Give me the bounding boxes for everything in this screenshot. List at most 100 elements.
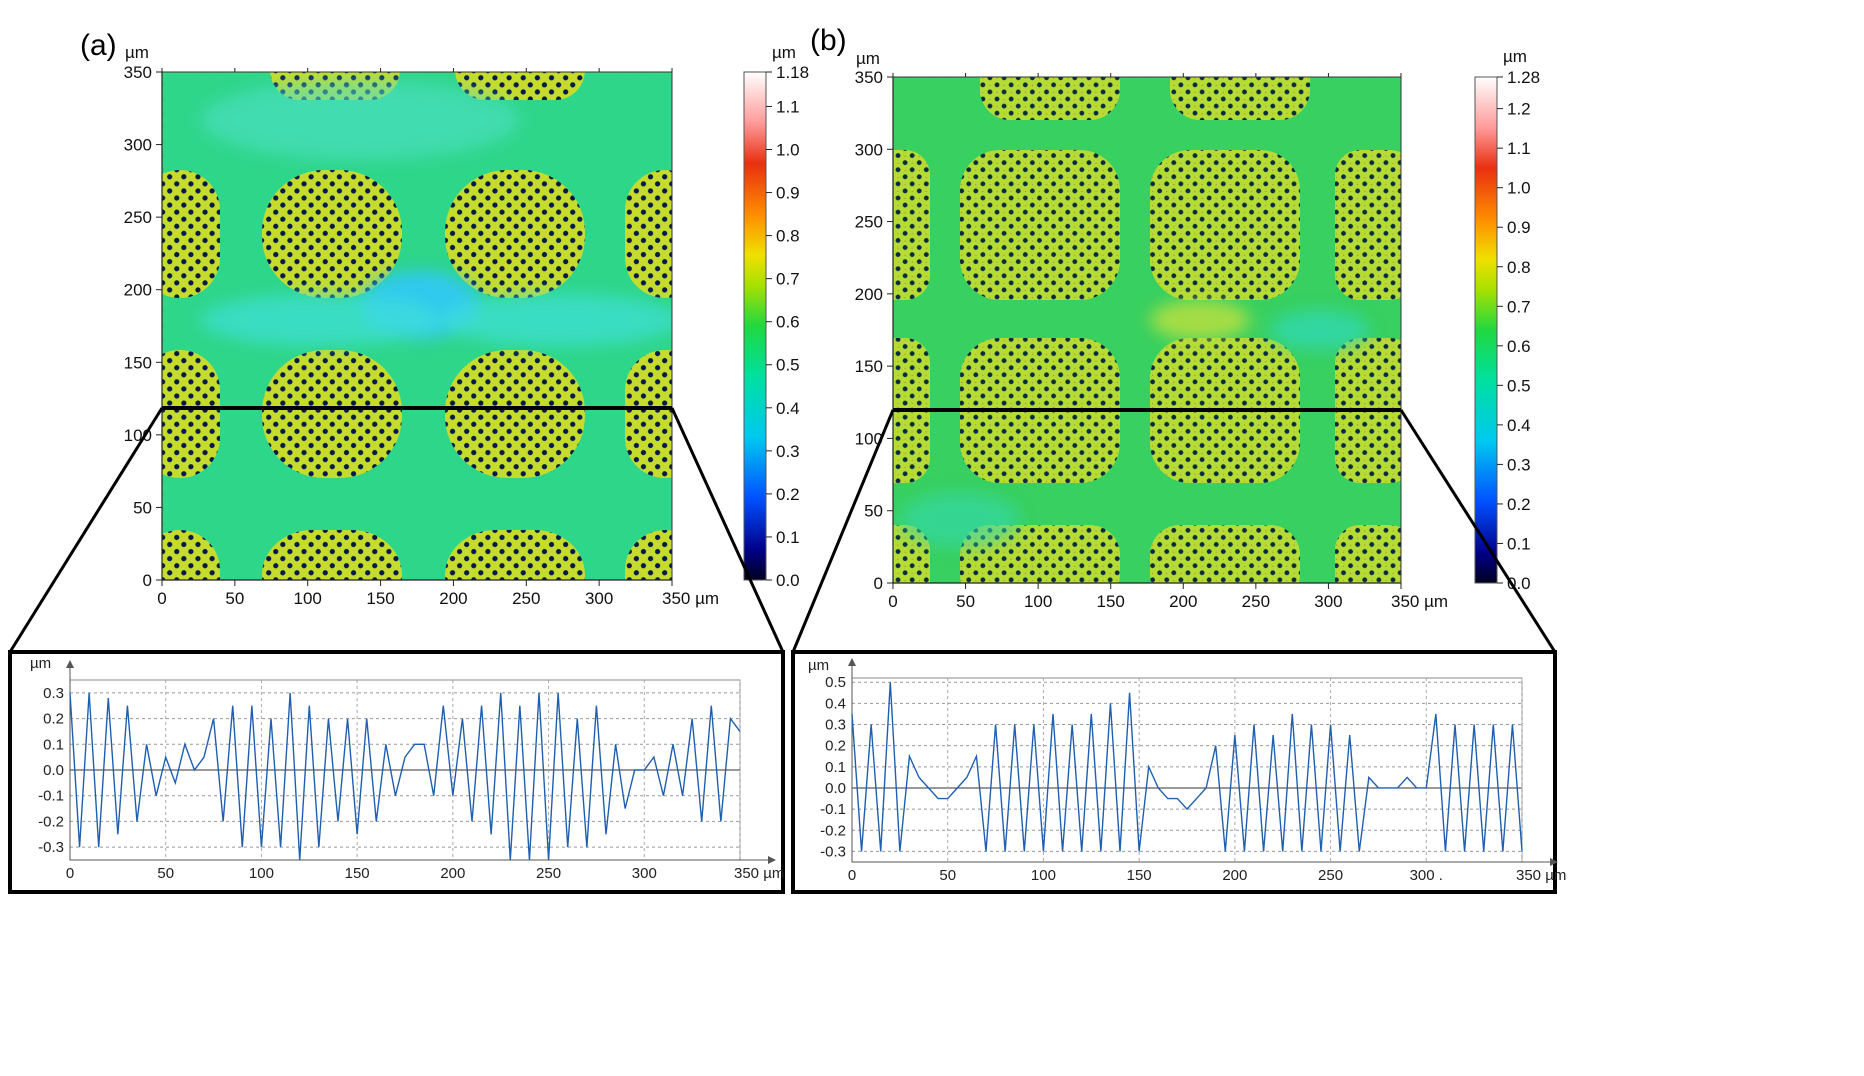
panel-a-colorbar-unit: µm xyxy=(772,43,796,62)
colorbar-tick-label: 1.0 xyxy=(776,140,800,159)
x-tick-label: 50 xyxy=(225,589,244,608)
panel-a-axes: 0 50 100 150 200 250 300 350 µm 0 50 100 150 200 250 3… xyxy=(124,63,719,608)
colorbar-tick-label: 0.4 xyxy=(1507,416,1531,435)
profile-x-tick-label: 50 xyxy=(157,865,174,882)
y-tick-label: 200 xyxy=(855,285,883,304)
profile-y-tick-label: -0.3 xyxy=(820,843,846,860)
panel-a-zoom-line-left xyxy=(8,407,164,653)
y-tick-label: 350 xyxy=(124,63,152,82)
profile-x-tick-label: 0 xyxy=(848,867,856,884)
panel-b-colorbar-unit: µm xyxy=(1503,47,1527,66)
x-tick-label: 350 µm xyxy=(1391,592,1448,611)
profile-x-tick-label: 100 xyxy=(249,865,274,882)
y-tick-label: 250 xyxy=(124,208,152,227)
x-tick-label: 250 xyxy=(512,589,540,608)
profile-x-tick-label: 350 µm xyxy=(1516,867,1566,884)
panel-b-label: (b) xyxy=(810,24,847,57)
colorbar-tick-label: 0.9 xyxy=(1507,218,1531,237)
profile-x-tick-label: 300 . xyxy=(1410,867,1443,884)
panel-a: (a) xyxy=(8,29,809,894)
profile-y-tick-label: 0.2 xyxy=(43,711,64,728)
panel-b-colorbar-ticks: 0.00.10.20.30.40.50.60.70.80.91.01.11.21… xyxy=(1497,68,1540,593)
x-tick-label: 300 xyxy=(1314,592,1342,611)
panel-a-label: (a) xyxy=(80,29,117,62)
y-tick-label: 300 xyxy=(124,136,152,155)
profile-x-arrow xyxy=(768,856,776,864)
profile-x-tick-label: 350 µm xyxy=(734,865,784,882)
profile-plot-area xyxy=(851,677,1523,863)
y-tick-label: 250 xyxy=(855,213,883,232)
profile-y-tick-label: 0.4 xyxy=(825,695,846,712)
y-tick-label: 100 xyxy=(855,429,883,448)
profile-y-tick-label: 0.0 xyxy=(825,780,846,797)
x-tick-label: 250 xyxy=(1242,592,1270,611)
y-tick-label: 350 xyxy=(855,68,883,87)
profile-x-tick-label: 200 xyxy=(1222,867,1247,884)
colorbar-tick-label: 0.2 xyxy=(1507,495,1531,514)
profile-x-tick-label: 150 xyxy=(1127,867,1152,884)
panel-b-axes: 0 50 100 150 200 250 300 350 µm 0 50 100 150 200 250 3… xyxy=(855,68,1448,611)
colorbar-tick-label: 0.6 xyxy=(1507,337,1531,356)
colorbar-tick-label: 0.7 xyxy=(1507,297,1531,316)
x-tick-label: 150 xyxy=(366,589,394,608)
profile-y-arrow xyxy=(848,658,856,666)
colorbar-tick-label: 0.2 xyxy=(776,485,800,504)
profile-y-tick-label: 0.1 xyxy=(825,759,846,776)
y-tick-label: 50 xyxy=(133,498,152,517)
colorbar-tick-label: 0.3 xyxy=(1507,455,1531,474)
y-tick-label: 100 xyxy=(124,426,152,445)
y-tick-label: 0 xyxy=(874,574,883,593)
profile-series-line xyxy=(851,682,1523,852)
panel-a-colorbar-ticks: 0.0 0.1 0.2 0.3 0.4 0.5 0.6 0.7 0.8 0.9 1.0 1.1 1.18 xyxy=(766,63,809,590)
panel-b-profile-plot: 0.5 0.4 0.3 0.2 0.1 0.0 -0.1 -0.2 -0.30 50 100 150 2… xyxy=(820,658,1566,884)
panel-a-profile-unit: µm xyxy=(30,655,51,672)
profile-y-tick-label: 0.0 xyxy=(43,762,64,779)
profile-x-tick-label: 250 xyxy=(1318,867,1343,884)
y-tick-label: 200 xyxy=(124,281,152,300)
panel-a-colorbar xyxy=(743,71,767,581)
profile-x-arrow xyxy=(1550,858,1558,866)
colorbar-tick-label: 0.8 xyxy=(776,227,800,246)
panel-b-profile-unit: µm xyxy=(808,657,829,674)
colorbar-tick-label: 1.18 xyxy=(776,63,809,82)
y-tick-label: 0 xyxy=(143,571,152,590)
colorbar-tick-label: 0.8 xyxy=(1507,258,1531,277)
colorbar-tick-label: 0.0 xyxy=(776,571,800,590)
colorbar-tick-label: 1.1 xyxy=(1507,139,1531,158)
colorbar-tick-label: 1.28 xyxy=(1507,68,1540,87)
panel-a-height-map xyxy=(162,72,672,580)
panel-a-zoom-line-right xyxy=(670,407,785,653)
colorbar-tick-label: 0.4 xyxy=(776,399,800,418)
colorbar-tick-label: 1.1 xyxy=(776,97,800,116)
profile-y-tick-label: -0.2 xyxy=(820,822,846,839)
profile-y-tick-label: 0.1 xyxy=(43,736,64,753)
colorbar-tick-label: 0.7 xyxy=(776,270,800,289)
profile-y-tick-label: -0.3 xyxy=(38,839,64,856)
y-tick-label: 50 xyxy=(864,502,883,521)
profile-y-tick-label: 0.3 xyxy=(825,717,846,734)
colorbar-tick-label: 0.3 xyxy=(776,442,800,461)
colorbar-tick-label: 0.9 xyxy=(776,184,800,203)
profile-x-tick-label: 150 xyxy=(345,865,370,882)
y-tick-label: 300 xyxy=(855,140,883,159)
profile-y-tick-label: -0.2 xyxy=(38,813,64,830)
x-tick-label: 0 xyxy=(888,592,897,611)
profile-series-line xyxy=(69,692,741,861)
profile-y-tick-label: -0.1 xyxy=(820,801,846,818)
y-tick-label: 150 xyxy=(124,353,152,372)
panel-b: (b) xyxy=(791,24,1566,894)
profile-x-tick-label: 100 xyxy=(1031,867,1056,884)
x-tick-label: 50 xyxy=(956,592,975,611)
profile-x-tick-label: 50 xyxy=(939,867,956,884)
profile-y-tick-label: 0.2 xyxy=(825,738,846,755)
panel-b-height-map xyxy=(893,77,1401,583)
profile-x-tick-label: 300 xyxy=(632,865,657,882)
panel-a-y-unit: µm xyxy=(125,43,149,62)
profile-y-arrow xyxy=(66,660,74,668)
colorbar-tick-label: 0.1 xyxy=(1507,534,1531,553)
colorbar-tick-label: 0.1 xyxy=(776,528,800,547)
panel-b-colorbar xyxy=(1474,76,1498,584)
profile-x-tick-label: 0 xyxy=(66,865,74,882)
x-tick-label: 100 xyxy=(294,589,322,608)
